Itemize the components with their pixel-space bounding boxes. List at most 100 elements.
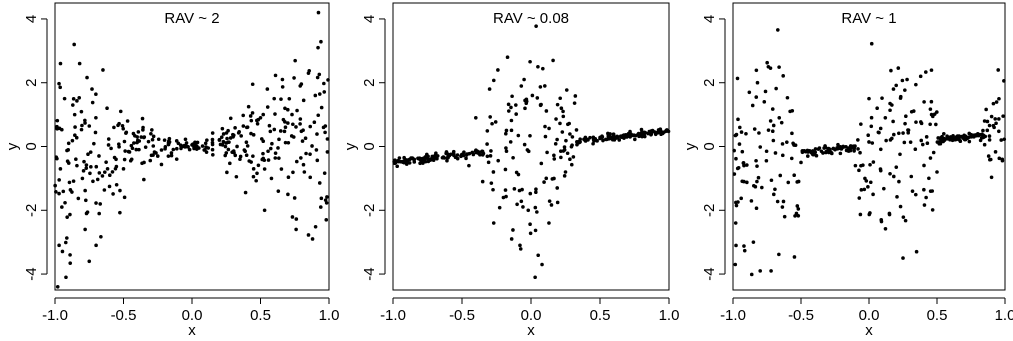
scatter-point: [467, 151, 472, 156]
scatter-point: [534, 24, 538, 28]
scatter-point: [519, 199, 524, 204]
scatter-point: [882, 186, 886, 191]
scatter-point: [97, 211, 101, 216]
scatter-point: [878, 147, 883, 152]
scatter-point: [298, 122, 302, 126]
scatter-point: [291, 122, 295, 127]
scatter-point: [770, 107, 775, 111]
scatter-point: [796, 207, 801, 211]
scatter-point: [95, 177, 100, 182]
scatter-point: [248, 114, 253, 118]
scatter-point: [489, 149, 493, 153]
scatter-point: [151, 134, 156, 139]
scatter-point: [283, 106, 287, 111]
scatter-point: [922, 100, 926, 104]
scatter-point: [249, 118, 254, 123]
scatter-point: [857, 196, 862, 200]
scatter-point: [994, 100, 999, 104]
scatter-point: [826, 146, 831, 151]
scatter-point: [810, 152, 815, 157]
scatter-point: [967, 139, 972, 144]
scatter-point: [79, 109, 84, 114]
scatter-point: [72, 42, 76, 47]
scatter-point: [300, 139, 305, 143]
scatter-point: [779, 120, 784, 125]
scatter-point: [267, 123, 272, 128]
scatter-point: [838, 151, 843, 156]
scatter-point: [991, 101, 996, 106]
scatter-point: [102, 188, 107, 192]
scatter-point: [203, 141, 208, 146]
scatter-point: [536, 64, 540, 69]
y-tick-label: -4: [701, 267, 718, 280]
scatter-point: [87, 124, 92, 128]
scatter-point: [234, 174, 239, 179]
scatter-point: [876, 130, 881, 135]
scatter-point: [184, 141, 189, 145]
scatter-point: [901, 215, 906, 219]
scatter-point: [771, 138, 776, 143]
scatter-point: [851, 144, 856, 148]
scatter-point: [649, 130, 653, 134]
scatter-point: [117, 121, 121, 126]
scatter-point: [290, 215, 295, 219]
scatter-point: [310, 144, 314, 148]
scatter-point: [541, 66, 545, 71]
scatter-point: [150, 137, 155, 142]
scatter-point: [287, 96, 292, 101]
scatter-point: [294, 217, 299, 221]
scatter-point: [191, 143, 196, 148]
scatter-point: [298, 117, 303, 121]
scatter-point: [870, 141, 875, 145]
scatter-point: [991, 123, 996, 128]
scatter-point: [558, 149, 563, 153]
scatter-point: [615, 134, 619, 139]
scatter-point: [266, 158, 271, 162]
scatter-point: [734, 243, 738, 248]
scatter-point: [755, 80, 760, 85]
scatter-point: [553, 142, 558, 146]
scatter-point: [304, 151, 308, 156]
plot-frame: [732, 2, 1006, 291]
scatter-point: [291, 170, 295, 175]
scatter-point: [942, 131, 946, 136]
scatter-point: [94, 201, 98, 205]
x-tick-label: 1.0: [319, 307, 340, 324]
scatter-point: [738, 125, 742, 130]
scatter-point: [491, 78, 496, 83]
scatter-point: [126, 149, 131, 154]
scatter-point: [856, 138, 860, 142]
scatter-point: [105, 167, 110, 171]
scatter-point: [910, 189, 915, 193]
scatter-point: [66, 141, 71, 146]
scatter-point: [273, 156, 278, 160]
scatter-point: [137, 147, 141, 152]
scatter-point: [514, 103, 518, 107]
scatter-point: [83, 227, 87, 232]
scatter-point: [848, 144, 853, 148]
scatter-point: [986, 154, 991, 158]
scatter-point: [905, 77, 909, 82]
scatter-point: [194, 147, 199, 151]
scatter-point: [220, 143, 225, 147]
scatter-point: [566, 122, 570, 127]
scatter-point: [316, 45, 320, 50]
scatter-point: [120, 123, 125, 128]
scatter-point: [735, 76, 740, 81]
scatter-point: [862, 187, 867, 192]
scatter-point: [505, 55, 510, 60]
scatter-point: [100, 174, 105, 178]
scatter-point: [230, 150, 234, 154]
scatter-point: [108, 173, 112, 177]
scatter-point: [224, 131, 229, 135]
scatter-point: [83, 118, 87, 123]
scatter-point: [58, 85, 62, 90]
scatter-point: [233, 153, 238, 158]
scatter-point: [239, 134, 243, 138]
x-axis-title: x: [865, 322, 873, 339]
scatter-point: [91, 179, 95, 184]
scatter-point: [491, 170, 496, 174]
scatter-point: [421, 161, 425, 165]
scatter-point: [315, 75, 320, 80]
scatter-point: [768, 66, 773, 70]
